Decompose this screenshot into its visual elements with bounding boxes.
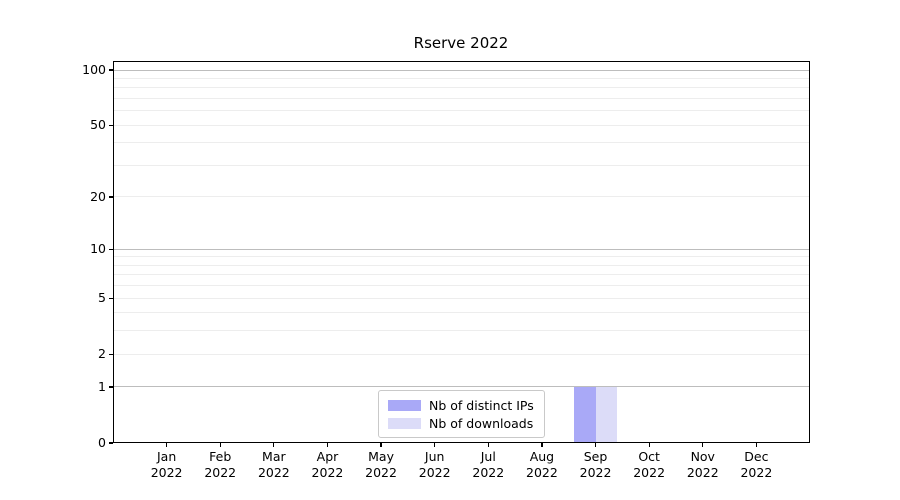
minor-gridline-20 xyxy=(113,196,810,198)
x-tick-mar xyxy=(273,443,275,447)
x-tick-label-mar: Mar 2022 xyxy=(257,449,290,480)
minor-gridline-5 xyxy=(113,297,810,299)
minor-gridline-2 xyxy=(113,353,810,355)
x-tick-label-sep: Sep 2022 xyxy=(579,449,612,480)
bar-distinct-ips-sep xyxy=(574,386,596,443)
x-tick-label-apr: Apr 2022 xyxy=(311,449,344,480)
plot-area: Nb of distinct IPs Nb of downloads xyxy=(113,61,810,443)
legend-label-downloads: Nb of downloads xyxy=(429,415,534,431)
y-tick-1 xyxy=(109,386,113,388)
major-gridline-100 xyxy=(113,69,810,71)
major-gridline-10 xyxy=(113,248,810,250)
y-tick-label-2: 2 xyxy=(98,346,106,362)
y-tick-label-0: 0 xyxy=(98,435,106,450)
x-tick-label-jan: Jan 2022 xyxy=(150,449,183,480)
legend-label-distinct-ips: Nb of distinct IPs xyxy=(429,397,534,413)
minor-gridline-40 xyxy=(113,142,810,144)
y-tick-label-20: 20 xyxy=(90,188,106,204)
x-tick-jun xyxy=(434,443,436,447)
x-tick-aug xyxy=(541,443,543,447)
x-tick-nov xyxy=(702,443,704,447)
y-tick-10 xyxy=(109,248,113,250)
x-tick-jul xyxy=(487,443,489,447)
x-tick-label-dec: Dec 2022 xyxy=(740,449,773,480)
minor-gridline-9 xyxy=(113,256,810,258)
minor-gridline-90 xyxy=(113,77,810,79)
legend: Nb of distinct IPs Nb of downloads xyxy=(378,390,545,438)
x-tick-label-nov: Nov 2022 xyxy=(686,449,719,480)
minor-gridline-60 xyxy=(113,110,810,112)
y-tick-20 xyxy=(109,196,113,198)
x-tick-label-aug: Aug 2022 xyxy=(526,449,558,480)
y-tick-5 xyxy=(109,297,113,299)
x-tick-label-feb: Feb 2022 xyxy=(204,449,237,480)
y-tick-label-1: 1 xyxy=(98,378,106,394)
y-tick-label-50: 50 xyxy=(90,117,106,133)
minor-gridline-4 xyxy=(113,312,810,314)
y-tick-label-5: 5 xyxy=(98,290,106,306)
bar-downloads-sep xyxy=(595,386,618,443)
minor-gridline-50 xyxy=(113,124,810,126)
major-gridline-1 xyxy=(113,386,810,388)
minor-gridline-3 xyxy=(113,330,810,332)
y-tick-100 xyxy=(109,69,113,71)
x-tick-feb xyxy=(219,443,221,447)
minor-gridline-30 xyxy=(113,165,810,166)
minor-gridline-70 xyxy=(113,98,810,100)
y-tick-label-100: 100 xyxy=(82,62,106,78)
legend-item-downloads: Nb of downloads xyxy=(388,416,535,431)
x-tick-label-may: May 2022 xyxy=(365,449,397,480)
y-tick-2 xyxy=(109,353,113,355)
legend-swatch-distinct-ips xyxy=(388,399,421,411)
y-tick-label-10: 10 xyxy=(90,241,106,257)
x-tick-label-jun: Jun 2022 xyxy=(418,449,451,480)
x-tick-label-oct: Oct 2022 xyxy=(633,449,666,480)
minor-gridline-80 xyxy=(113,87,810,89)
legend-item-distinct-ips: Nb of distinct IPs xyxy=(388,398,535,413)
y-tick-0 xyxy=(109,442,113,444)
x-tick-dec xyxy=(755,443,757,447)
x-tick-sep xyxy=(594,443,597,447)
minor-gridline-7 xyxy=(113,274,810,276)
x-tick-jan xyxy=(166,443,168,447)
y-tick-50 xyxy=(109,124,113,126)
x-tick-may xyxy=(380,443,382,447)
legend-swatch-downloads xyxy=(388,417,421,429)
minor-gridline-6 xyxy=(113,285,810,287)
chart-title: Rserve 2022 xyxy=(413,34,509,52)
x-tick-label-jul: Jul 2022 xyxy=(472,449,505,480)
minor-gridline-8 xyxy=(113,264,810,266)
x-tick-apr xyxy=(326,443,329,447)
x-tick-oct xyxy=(648,443,650,447)
